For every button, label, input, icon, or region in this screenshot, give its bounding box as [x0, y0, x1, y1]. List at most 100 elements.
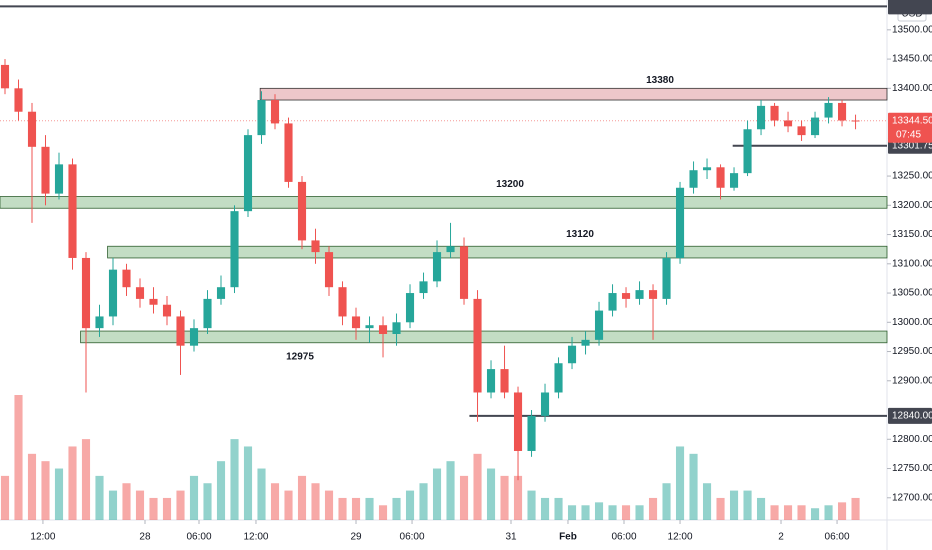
zone[interactable] [0, 196, 888, 209]
candle-body [257, 100, 266, 136]
candle-body [54, 164, 64, 194]
volume-bar [756, 497, 766, 520]
candle-body [68, 164, 77, 258]
candle-body [702, 167, 712, 171]
volume-bar [81, 439, 91, 520]
x-tick-label: 06:00 [186, 532, 211, 543]
volume-bar [621, 505, 631, 520]
volume-bar [594, 502, 604, 520]
volume-bar [297, 475, 307, 520]
candle-body [392, 322, 401, 334]
volume-bar [162, 497, 172, 520]
candle-body [729, 173, 739, 188]
x-tick-label: 12:00 [243, 532, 268, 543]
candle-body [284, 123, 293, 182]
candle-body [203, 298, 212, 329]
volume-bar [0, 475, 10, 520]
candle-body [581, 339, 590, 346]
x-tick-label: 12:00 [668, 532, 693, 543]
candle-body [743, 129, 752, 174]
y-tick-label: 13000.00 [892, 317, 932, 328]
candle-body [162, 304, 172, 317]
candle-body [675, 187, 685, 258]
y-tick-label: 13500.00 [892, 24, 932, 35]
candle-body [554, 363, 563, 393]
volume-bar [14, 395, 23, 520]
candle-body [446, 246, 455, 253]
candle-body [851, 120, 860, 122]
y-tick-label: 13250.00 [892, 171, 932, 182]
volume-bar [284, 490, 293, 520]
zone[interactable] [107, 245, 888, 259]
last-price-tag [888, 112, 932, 143]
candle-body [797, 126, 806, 136]
volume-bar [176, 490, 185, 520]
candle-body [405, 293, 415, 323]
volume-bar [729, 490, 739, 520]
y-tick-label: 13100.00 [892, 258, 932, 269]
volume-bar [311, 483, 320, 520]
price-tag-label: 13301.75 [892, 140, 932, 151]
y-tick-label: 13150.00 [892, 229, 932, 240]
volume-bar [203, 483, 212, 520]
candle-body [594, 310, 604, 340]
candle-body [486, 369, 496, 393]
x-tick-label: 06:00 [400, 532, 425, 543]
volume-bar [351, 497, 361, 520]
x-tick-label: 28 [139, 532, 151, 543]
candle-body [770, 105, 779, 121]
candle-body [783, 120, 793, 127]
volume-bar [446, 461, 455, 520]
zone-label: 13120 [566, 229, 594, 240]
volume-bar [824, 505, 833, 520]
volume-bar [392, 497, 401, 520]
candle-body [230, 211, 239, 288]
volume-bar [230, 439, 239, 520]
volume-bar [54, 468, 64, 520]
volume-bar [635, 505, 644, 520]
zone[interactable] [259, 87, 888, 101]
candle-body [0, 64, 10, 89]
volume-bar [513, 475, 523, 520]
price-tag-label: 12840.00 [892, 411, 932, 422]
volume-bar [270, 483, 280, 520]
candle-body [108, 269, 118, 317]
volume-bar [608, 505, 617, 520]
candle-body [810, 117, 820, 136]
x-tick-label: 06:00 [611, 532, 636, 543]
candle-body [338, 287, 347, 317]
candle-body [837, 102, 847, 121]
volume-bar [783, 505, 793, 520]
volume-bar [405, 490, 415, 520]
volume-bar [486, 468, 496, 520]
volume-bar [95, 475, 104, 520]
candle-body [621, 293, 631, 299]
y-tick-label: 12800.00 [892, 434, 932, 445]
x-tick-label: Feb [559, 532, 577, 543]
volume-bar [689, 453, 698, 520]
volume-bar [662, 483, 671, 520]
zone[interactable] [80, 330, 888, 344]
volume-bar [648, 497, 658, 520]
candle-body [756, 105, 766, 130]
volume-bar [365, 497, 374, 520]
volume-bar [581, 505, 590, 520]
candle-body [648, 290, 658, 299]
y-tick-label: 13050.00 [892, 288, 932, 299]
countdown: 07:45 [896, 129, 921, 140]
volume-bar [27, 453, 37, 520]
price-tag [888, 407, 932, 424]
volume-bar [68, 446, 77, 520]
candle-body [419, 281, 428, 294]
y-tick-label: 13200.00 [892, 200, 932, 211]
volume-bar [851, 497, 860, 520]
last-price-label: 13344.50 [892, 115, 932, 126]
candle-body [27, 111, 37, 147]
candle-body [81, 257, 91, 329]
volume-bar [743, 490, 752, 520]
volume-bar [459, 475, 469, 520]
x-tick-label: 06:00 [825, 532, 850, 543]
candle-body [378, 325, 388, 334]
volume-bar [837, 502, 847, 520]
